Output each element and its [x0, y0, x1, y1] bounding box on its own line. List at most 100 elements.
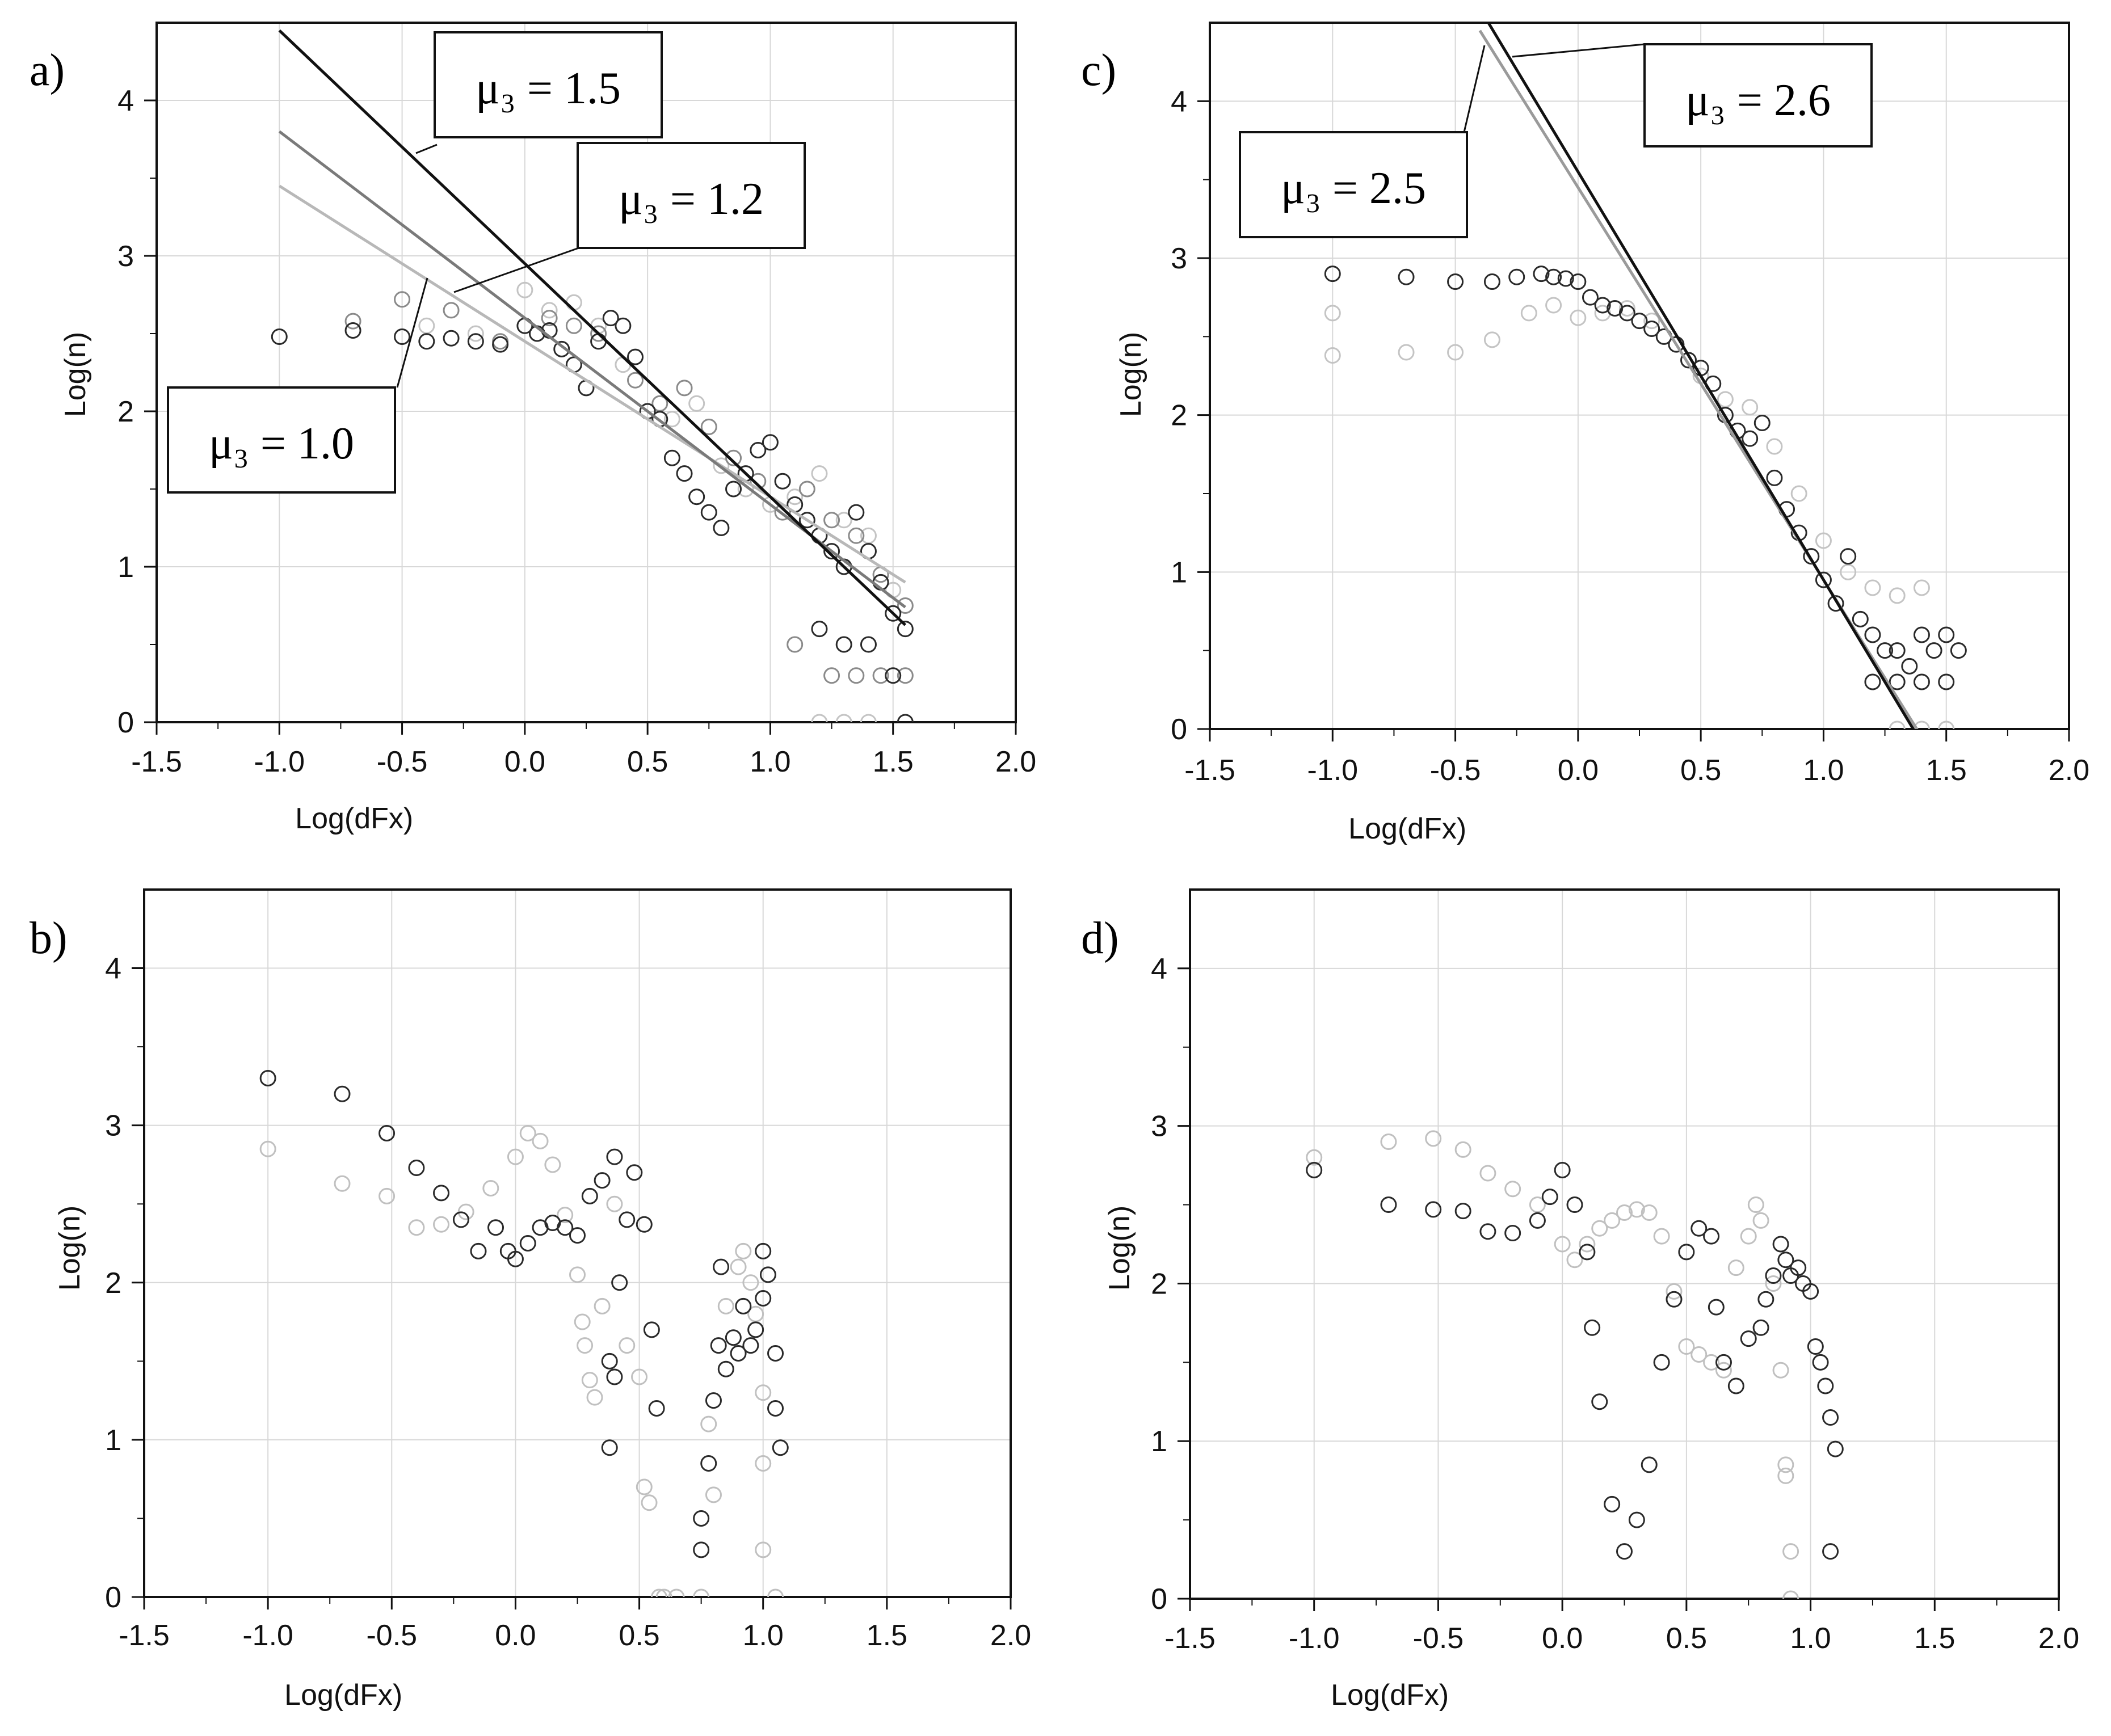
- data-point-light: [1570, 309, 1587, 326]
- data-point-dark: [885, 605, 902, 622]
- data-point-dark: [767, 1345, 784, 1362]
- data-point-dark: [1877, 642, 1894, 659]
- data-point-dark: [688, 488, 705, 505]
- data-point-dark: [1691, 1220, 1708, 1237]
- data-point-light: [1840, 563, 1857, 580]
- data-point-dark: [835, 636, 852, 653]
- plot-frame: [1189, 888, 2060, 1600]
- annotation-box: [167, 386, 396, 494]
- data-layer: [1306, 1130, 1844, 1599]
- x-axis-label: Log(dFx): [1331, 1679, 1449, 1712]
- y-tick-label: 3: [1151, 1110, 1167, 1143]
- data-point-dark: [1852, 610, 1869, 627]
- panel-d: d) -1.5 -1.0 -0.5 0.0 0.5 1.0 1.5 2.0 0 1 2 3 4 Log(dF…: [1081, 888, 2079, 1712]
- x-tick-label: 1.0: [1803, 754, 1844, 787]
- data-point-dark: [767, 1400, 784, 1417]
- x-tick-label: -1.0: [1289, 1622, 1340, 1655]
- data-point-dark: [1628, 1511, 1645, 1528]
- panel-label: c): [1081, 45, 1116, 95]
- data-point-dark: [717, 1360, 734, 1377]
- data-point-light: [1454, 1141, 1471, 1158]
- data-point-light: [1752, 1212, 1769, 1229]
- data-point-dark: [611, 1274, 628, 1291]
- data-point-light: [1782, 1543, 1799, 1560]
- data-point-dark: [1708, 1299, 1725, 1316]
- x-tick-label: 0.5: [1680, 754, 1721, 787]
- x-tick-label: 1.5: [867, 1619, 907, 1652]
- data-point-dark: [569, 1227, 586, 1244]
- data-point-dark: [452, 1211, 469, 1228]
- data-point-mid: [787, 636, 804, 653]
- annotation-box: [1643, 43, 1873, 148]
- data-point-dark: [648, 1400, 665, 1417]
- data-point-dark: [619, 1211, 636, 1228]
- data-point-dark: [1840, 548, 1857, 565]
- data-point-mid: [848, 667, 865, 684]
- data-point-light: [1618, 300, 1635, 317]
- data-point-dark: [271, 328, 288, 345]
- data-point-dark: [1631, 313, 1648, 330]
- data-point-light: [1591, 1220, 1608, 1237]
- data-point-dark: [259, 1070, 276, 1087]
- panel-label: d): [1081, 913, 1119, 963]
- x-tick-label: 2.0: [2038, 1622, 2079, 1655]
- annotation-box: [577, 142, 806, 249]
- data-point-light: [735, 1242, 752, 1259]
- data-point-light: [1666, 1283, 1683, 1300]
- data-point-mid: [823, 667, 840, 684]
- data-point-light: [467, 325, 484, 342]
- data-point-dark: [1827, 595, 1844, 612]
- data-point-dark: [725, 481, 742, 498]
- data-point-dark: [811, 621, 828, 638]
- data-point-dark: [394, 328, 411, 345]
- data-point-light: [1691, 1346, 1708, 1363]
- data-point-dark: [730, 1345, 747, 1362]
- data-point-light: [606, 1195, 623, 1212]
- y-tick-label: 4: [117, 85, 134, 117]
- data-point-light: [755, 1541, 772, 1558]
- data-point-light: [544, 1156, 561, 1173]
- data-point-dark: [602, 310, 619, 327]
- data-point-dark: [581, 1187, 598, 1204]
- x-tick-label: -0.5: [1413, 1622, 1464, 1655]
- y-axis-label: Log(n): [59, 332, 92, 417]
- data-point-dark: [1324, 266, 1341, 283]
- data-point-light: [1790, 485, 1807, 502]
- x-tick-label: -0.5: [377, 745, 428, 778]
- data-point-dark: [334, 1085, 351, 1102]
- data-point-light: [1777, 1467, 1794, 1484]
- x-tick-label: 1.5: [1914, 1622, 1955, 1655]
- annotation-leader: [396, 277, 428, 388]
- data-point-light: [418, 317, 435, 334]
- data-point-light: [1529, 1196, 1546, 1213]
- data-point-light: [516, 281, 533, 298]
- data-point-dark: [507, 1250, 524, 1267]
- data-point-dark: [700, 504, 717, 521]
- data-point-dark: [344, 322, 361, 339]
- data-point-dark: [1757, 1291, 1774, 1308]
- data-point-light: [1742, 399, 1759, 416]
- data-point-dark: [1817, 1377, 1834, 1394]
- panel-a: a) -1.5 -1.0 -0.5 0.0 0.5 1.0 1.5 2.0 0 1 2 3 4 Log(dF…: [30, 22, 1036, 835]
- data-point-dark: [798, 512, 815, 529]
- data-point-light: [1483, 331, 1500, 348]
- x-tick-label: 1.0: [750, 745, 790, 778]
- x-tick-label: 2.0: [995, 745, 1036, 778]
- data-point-light: [742, 1274, 759, 1291]
- data-point-light: [1554, 1236, 1571, 1253]
- data-point-dark: [626, 1164, 643, 1181]
- data-point-dark: [897, 714, 914, 722]
- x-axis-label: Log(dFx): [295, 802, 413, 835]
- data-point-light: [1447, 344, 1464, 361]
- data-point-light: [713, 457, 730, 474]
- data-point-light: [1604, 1212, 1621, 1229]
- data-point-dark: [1827, 1440, 1844, 1457]
- data-point-dark: [1938, 626, 1955, 643]
- data-point-dark: [1594, 297, 1611, 314]
- data-point-mid: [344, 313, 361, 330]
- data-point-light: [1504, 1181, 1521, 1198]
- data-point-light: [1717, 391, 1734, 408]
- data-point-dark: [1889, 673, 1906, 690]
- data-point-dark: [885, 667, 902, 684]
- data-point-dark: [615, 317, 632, 334]
